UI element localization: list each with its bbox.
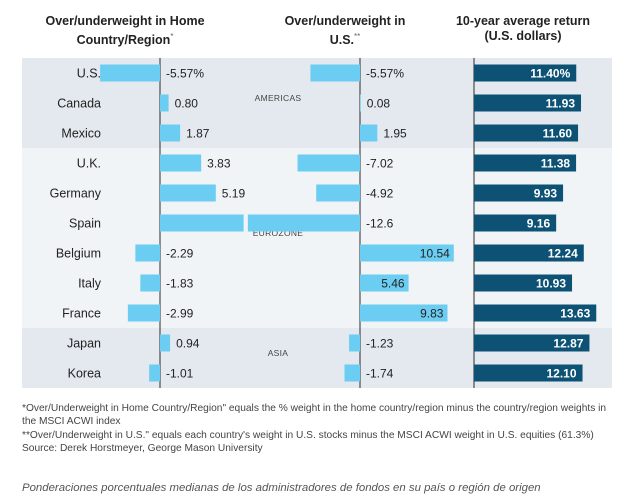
- country-label: Mexico: [61, 127, 101, 141]
- return-bar: [474, 94, 582, 112]
- us-weight-value: 5.46: [381, 277, 405, 291]
- return-bar: [474, 274, 573, 292]
- home-weight-value: -2.29: [166, 247, 194, 261]
- header-us-weight-text: Over/underweight in U.S.: [284, 14, 406, 48]
- home-weight-bar: [160, 334, 171, 352]
- return-value: 13.63: [560, 307, 590, 321]
- home-weight-bar: [135, 244, 160, 262]
- return-value: 9.16: [527, 217, 551, 231]
- return-bar: [474, 64, 577, 82]
- us-weight-bar: [360, 244, 454, 262]
- home-weight-value: -5.57%: [166, 67, 204, 81]
- us-weight-bar: [360, 304, 448, 322]
- home-weight-bar: [160, 94, 169, 112]
- return-value: 12.87: [553, 337, 583, 351]
- return-bar: [474, 154, 577, 172]
- return-value: 10.93: [536, 277, 566, 291]
- return-value: 11.38: [541, 157, 571, 171]
- home-weight-value: 1.87: [186, 127, 210, 141]
- us-weight-bar: [349, 334, 360, 352]
- return-bar: [474, 334, 590, 352]
- country-label: Canada: [57, 97, 101, 111]
- home-weight-value: -1.01: [166, 367, 194, 381]
- return-bar: [474, 244, 584, 262]
- header-home-footnote-mark: *: [170, 32, 174, 41]
- header-return: 10-year average return (U.S. dollars): [448, 14, 598, 44]
- us-weight-bar: [316, 184, 360, 202]
- return-value: 11.60: [543, 127, 573, 141]
- home-weight-value: 0.80: [175, 97, 199, 111]
- footnote-us: **Over/Underweight in U.S." equals each …: [22, 429, 594, 441]
- home-weight-bar: [100, 64, 160, 82]
- us-weight-value: -4.92: [366, 187, 394, 201]
- home-weight-value: 0.94: [176, 337, 200, 351]
- us-weight-value: 0.08: [367, 97, 391, 111]
- us-weight-bar: [360, 274, 409, 292]
- us-weight-value: 9.83: [420, 307, 444, 321]
- header-us-weight: Over/underweight in U.S.**: [275, 14, 415, 48]
- country-label: Italy: [78, 277, 102, 291]
- weights-returns-chart: AMERICAS EUROZONE ASIA U.S. -5.57% -5.57% 11.4…: [22, 58, 612, 388]
- figure-caption: Ponderaciones porcentuales medianas de l…: [22, 482, 541, 494]
- us-weight-bar: [297, 154, 360, 172]
- return-bar: [474, 214, 557, 232]
- country-label: Korea: [68, 367, 101, 381]
- country-label: Belgium: [56, 247, 101, 261]
- us-weight-value: -7.02: [366, 157, 394, 171]
- home-weight-bar: [149, 364, 160, 382]
- return-bar: [474, 364, 583, 382]
- return-bar: [474, 184, 564, 202]
- region-label-americas: AMERICAS: [255, 93, 302, 103]
- return-value: 11.40%: [530, 67, 570, 81]
- return-value: 9.93: [534, 187, 558, 201]
- home-weight-bar: [160, 184, 216, 202]
- return-value: 12.10: [547, 367, 577, 381]
- country-label: Japan: [67, 337, 101, 351]
- us-weight-value: -1.23: [366, 337, 394, 351]
- header-return-text: 10-year average return (U.S. dollars): [455, 14, 591, 43]
- footnote-home: *Over/Underweight in Home Country/Region…: [22, 403, 607, 428]
- region-label-eurozone: EUROZONE: [253, 228, 304, 238]
- us-weight-bar: [310, 64, 360, 82]
- region-label-asia: ASIA: [268, 348, 289, 358]
- us-weight-bar: [360, 124, 378, 142]
- home-weight-bar: [160, 154, 202, 172]
- return-bar: [474, 304, 597, 322]
- country-label: France: [62, 307, 101, 321]
- home-weight-value: 3.83: [207, 157, 231, 171]
- us-weight-bar: [344, 364, 360, 382]
- return-value: 11.93: [546, 97, 576, 111]
- home-weight-bar: [160, 124, 181, 142]
- header-home-weight-text: Over/underweight in Home Country/Region: [45, 14, 205, 48]
- header-home-weight: Over/underweight in Home Country/Region*: [30, 14, 220, 48]
- region-band-eurozone: [22, 148, 612, 328]
- home-weight-bar: [140, 274, 160, 292]
- country-label: Germany: [50, 187, 102, 201]
- country-label: Spain: [69, 217, 101, 231]
- country-label: U.K.: [77, 157, 101, 171]
- source-note: Source: Derek Horstmeyer, George Mason U…: [22, 443, 263, 455]
- home-weight-bar: [127, 304, 160, 322]
- home-weight-value: -2.99: [166, 307, 194, 321]
- header-us-footnote-mark: **: [354, 32, 361, 41]
- return-bar: [474, 124, 579, 142]
- footnotes: *Over/Underweight in Home Country/Region…: [22, 402, 612, 456]
- country-label: U.S.: [77, 67, 101, 81]
- us-weight-bar: [247, 214, 360, 232]
- home-weight-bar: [160, 214, 244, 232]
- us-weight-value: -5.57%: [366, 67, 404, 81]
- return-value: 12.24: [548, 247, 578, 261]
- home-weight-value: -1.83: [166, 277, 194, 291]
- us-weight-value: 1.95: [383, 127, 407, 141]
- us-weight-value: -1.74: [366, 367, 394, 381]
- us-weight-value: 10.54: [420, 247, 450, 261]
- us-weight-value: -12.6: [366, 217, 394, 231]
- home-weight-value: 5.19: [222, 187, 246, 201]
- us-weight-bar: [360, 94, 361, 112]
